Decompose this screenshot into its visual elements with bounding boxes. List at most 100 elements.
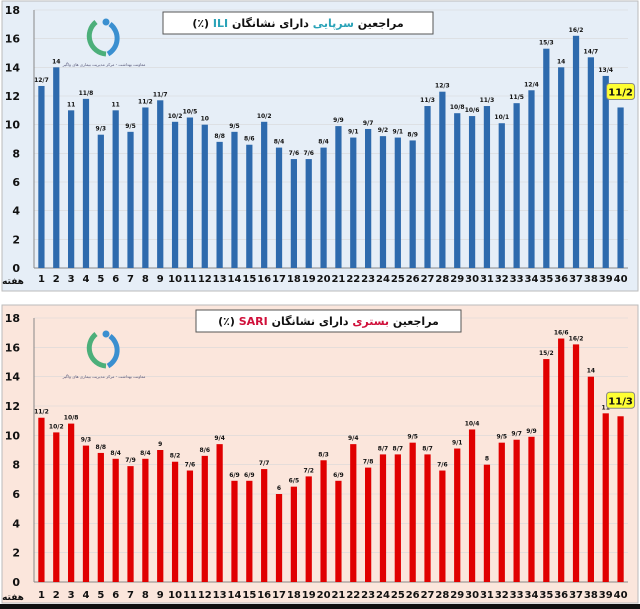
data-label: 7/6 [437,462,448,469]
bar [112,458,119,582]
data-label: 7/9 [125,457,136,464]
bar [572,344,580,582]
data-label: 8/4 [140,450,151,457]
data-label: 10/6 [465,107,480,114]
x-tick-label: 4 [82,590,89,601]
x-tick-label: 34 [525,274,539,285]
data-label: 16/6 [554,330,569,337]
bar [424,454,431,582]
y-tick-label: 16 [5,33,21,46]
x-tick-label: 24 [376,274,390,285]
x-tick-label: 29 [450,590,464,601]
x-tick-label: 15 [242,274,256,285]
data-label: 10 [201,116,209,123]
x-tick-label: 8 [142,590,149,601]
data-label: 9/5 [125,123,136,130]
data-label: 11/2 [138,98,153,105]
x-tick-label: 35 [539,274,553,285]
x-tick-label: 25 [391,590,405,601]
data-label: 6/9 [229,472,240,479]
x-tick-label: 21 [331,274,345,285]
x-tick-label: 30 [465,274,479,285]
data-label: 8/4 [274,139,285,146]
bar [97,134,104,268]
x-tick-label: 39 [599,274,613,285]
x-tick-label: 22 [346,590,360,601]
x-tick-label: 38 [584,590,598,601]
bar [186,470,194,582]
bar [246,144,253,268]
x-tick-label: 23 [361,590,375,601]
data-label: 8 [485,456,489,463]
bar [82,445,90,582]
data-label: 11 [111,101,119,108]
x-tick-label: 38 [584,274,598,285]
bar [82,98,90,268]
x-tick-label: 16 [257,590,271,601]
chart-title: مراجعین بستری دارای نشانگان SARI (٪) [218,315,439,328]
data-label: 10/2 [168,113,183,120]
x-tick-label: 3 [68,274,75,285]
data-label: 7/2 [303,467,314,474]
x-tick-label: 32 [495,274,509,285]
title-part: (٪) [218,315,239,328]
data-label: 10/8 [64,415,79,422]
x-tick-label: 32 [495,590,509,601]
logo-text: معاونت بهداشت - مرکز مدیریت بیماری های و… [62,374,146,379]
x-tick-label: 36 [554,274,568,285]
bar [528,90,535,269]
x-tick-label: 16 [257,274,271,285]
bar [201,124,208,269]
x-tick-label: 20 [317,274,331,285]
x-tick-label: 1 [38,274,45,285]
x-tick-label: 12 [198,590,212,601]
data-label: 7/8 [363,459,374,466]
bar [350,137,357,268]
data-label: 10/2 [49,423,64,430]
x-tick-label: 27 [421,274,435,285]
bar [454,448,461,582]
y-tick-label: 10 [5,119,21,132]
x-tick-label: 13 [213,590,227,601]
x-tick-label: 39 [599,590,613,601]
highlight-badge [606,391,636,409]
x-tick-label: 14 [228,590,242,601]
x-tick-label: 17 [272,274,286,285]
data-label: 16/2 [569,27,584,34]
data-label: 10/8 [450,104,465,111]
x-tick-label: 35 [539,590,553,601]
bar [335,126,342,268]
x-tick-label: 15 [242,590,256,601]
data-label: 9/1 [452,440,463,447]
bar [231,480,238,582]
data-label: 9/5 [497,434,508,441]
data-label: 7/7 [259,460,270,467]
x-tick-label: 2 [53,274,60,285]
bar [305,159,312,268]
x-tick-label: 19 [302,590,316,601]
x-tick-label: 2 [53,590,60,601]
data-label: 14 [587,368,595,375]
data-label: 11 [67,101,75,108]
y-tick-label: 0 [12,262,20,275]
y-tick-label: 10 [5,429,21,442]
x-tick-label: 26 [406,590,420,601]
bar [602,413,609,582]
y-tick-label: 12 [5,400,20,413]
bar [379,454,387,582]
bar [335,480,342,582]
x-tick-label: 34 [525,590,539,601]
bar [38,417,45,582]
x-tick-label: 18 [287,274,301,285]
data-label: 9/3 [81,437,92,444]
x-tick-label: 3 [68,590,75,601]
x-tick-label: 8 [142,274,149,285]
bar [290,159,297,268]
bar [350,444,357,582]
bar [528,436,535,582]
x-tick-label: 10 [168,590,182,601]
title-part: مراجعین [354,17,404,30]
x-tick-label: 6 [112,274,119,285]
x-axis-label: هفته [2,593,24,603]
bar [409,442,416,582]
